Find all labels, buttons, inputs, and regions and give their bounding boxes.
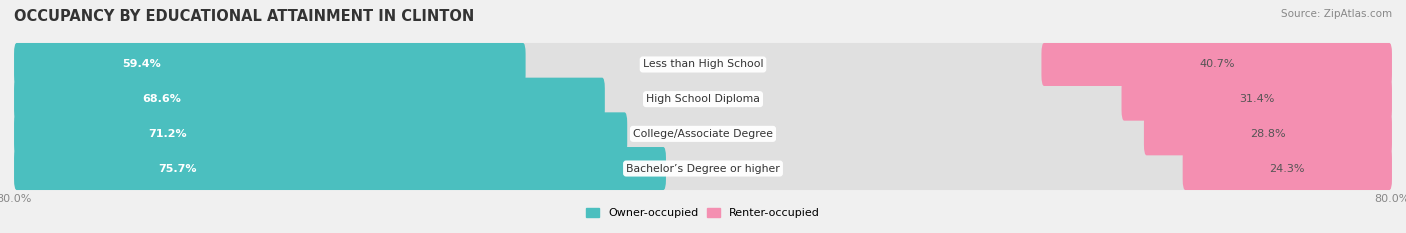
FancyBboxPatch shape: [14, 78, 1392, 121]
Text: High School Diploma: High School Diploma: [647, 94, 759, 104]
Text: Bachelor’s Degree or higher: Bachelor’s Degree or higher: [626, 164, 780, 174]
FancyBboxPatch shape: [14, 147, 666, 190]
Text: 40.7%: 40.7%: [1199, 59, 1234, 69]
Text: 71.2%: 71.2%: [148, 129, 187, 139]
FancyBboxPatch shape: [14, 43, 526, 86]
FancyBboxPatch shape: [1182, 147, 1392, 190]
Text: Less than High School: Less than High School: [643, 59, 763, 69]
Legend: Owner-occupied, Renter-occupied: Owner-occupied, Renter-occupied: [586, 208, 820, 218]
FancyBboxPatch shape: [1122, 78, 1392, 121]
Text: Source: ZipAtlas.com: Source: ZipAtlas.com: [1281, 9, 1392, 19]
FancyBboxPatch shape: [14, 112, 627, 155]
FancyBboxPatch shape: [14, 147, 1392, 190]
Text: 59.4%: 59.4%: [122, 59, 162, 69]
FancyBboxPatch shape: [14, 43, 1392, 86]
Text: OCCUPANCY BY EDUCATIONAL ATTAINMENT IN CLINTON: OCCUPANCY BY EDUCATIONAL ATTAINMENT IN C…: [14, 9, 474, 24]
FancyBboxPatch shape: [1042, 43, 1392, 86]
Text: 31.4%: 31.4%: [1239, 94, 1274, 104]
Text: 68.6%: 68.6%: [142, 94, 181, 104]
Text: 75.7%: 75.7%: [157, 164, 197, 174]
Text: 28.8%: 28.8%: [1250, 129, 1285, 139]
FancyBboxPatch shape: [14, 78, 605, 121]
Text: College/Associate Degree: College/Associate Degree: [633, 129, 773, 139]
FancyBboxPatch shape: [1144, 112, 1392, 155]
FancyBboxPatch shape: [14, 112, 1392, 155]
Text: 24.3%: 24.3%: [1270, 164, 1305, 174]
